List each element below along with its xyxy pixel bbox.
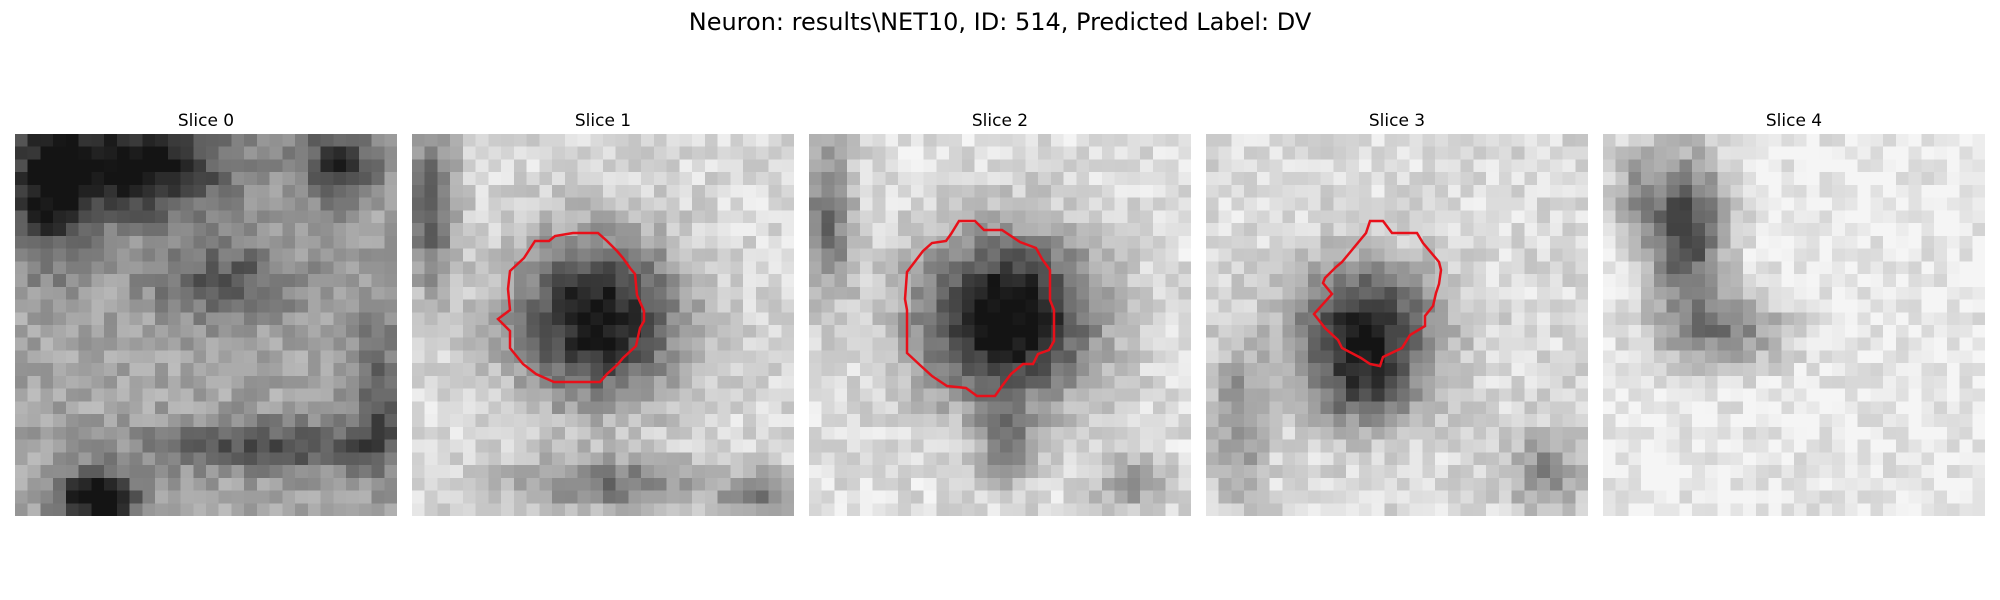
neuron-outline [1312,219,1443,368]
microscopy-image [15,134,397,516]
microscopy-image [809,134,1191,516]
neuron-outline [496,231,646,384]
slice-title: Slice 3 [1368,111,1426,131]
slice-image [15,134,397,516]
microscopy-image [412,134,794,516]
slice-image [1603,134,1985,516]
figure-title: Neuron: results\NET10, ID: 514, Predicte… [688,8,1312,36]
slice-title: Slice 0 [177,111,235,131]
slice-image [809,134,1191,516]
slice-title: Slice 2 [971,111,1029,131]
neuron-outline [903,219,1056,398]
slice-title: Slice 4 [1765,111,1823,131]
microscopy-image [1603,134,1985,516]
slice-image [1206,134,1588,516]
slice-image [412,134,794,516]
microscopy-image [1206,134,1588,516]
slice-title: Slice 1 [574,111,632,131]
